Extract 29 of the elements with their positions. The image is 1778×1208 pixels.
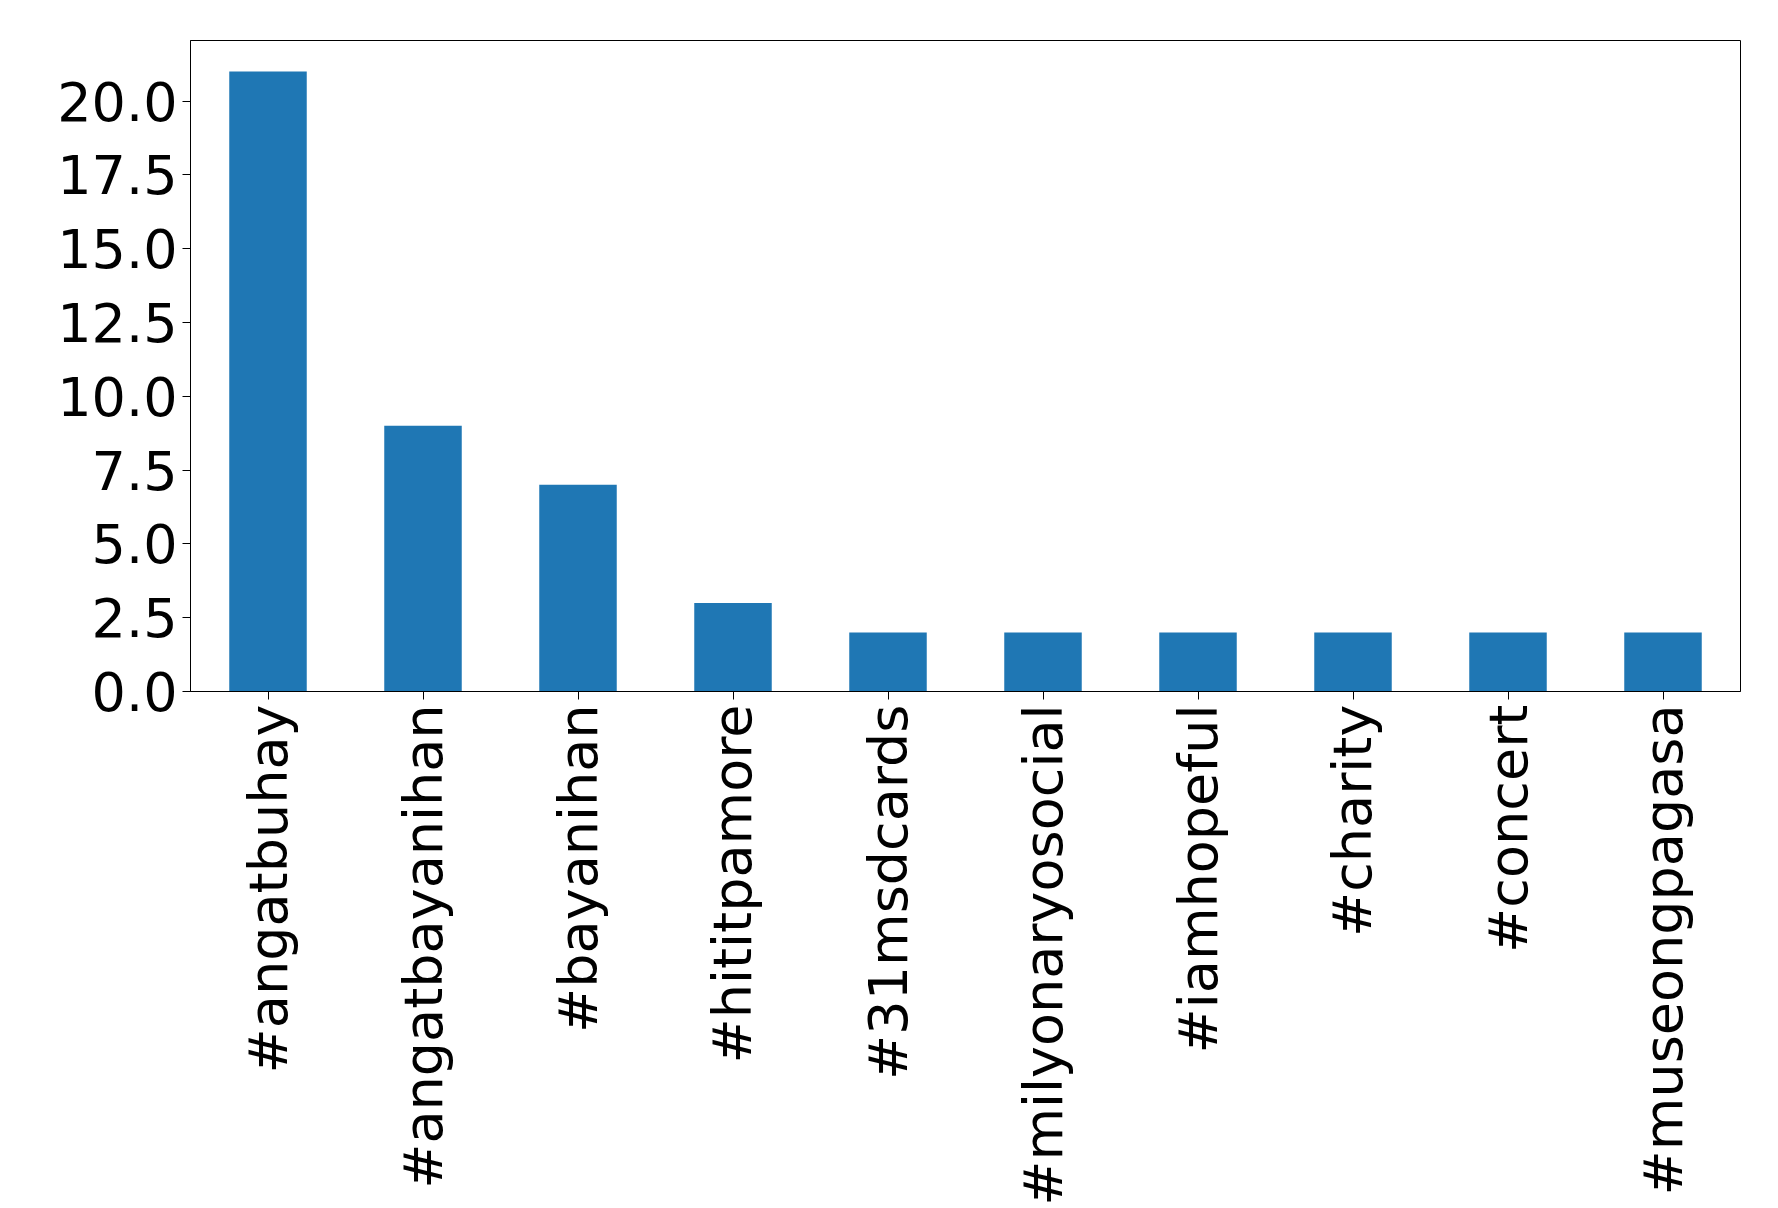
y-tick-label: 10.0 (57, 365, 178, 429)
y-tick-label: 12.5 (57, 291, 178, 355)
x-tick-label: #angatbuhay (236, 704, 300, 1074)
bar (849, 632, 927, 692)
x-tick-label: #angatbayanihan (391, 704, 455, 1189)
x-tick-label: #hititpamore (701, 704, 765, 1064)
bar (384, 425, 462, 692)
bar (694, 602, 772, 692)
x-tick-label: #museongpagasa (1631, 704, 1695, 1196)
y-tick-label: 0.0 (91, 661, 178, 724)
y-tick-label: 20.0 (57, 70, 178, 134)
y-tick-label: 7.5 (91, 439, 178, 503)
bar (1159, 632, 1237, 692)
bar (539, 484, 617, 692)
y-tick-label: 17.5 (57, 144, 178, 208)
y-tick-label: 15.0 (57, 218, 178, 282)
bar (1624, 632, 1702, 692)
bar (1314, 632, 1392, 692)
bar (229, 71, 307, 692)
x-tick-label: #charity (1321, 704, 1385, 938)
x-tick-label: #concert (1476, 704, 1540, 953)
y-tick-label: 5.0 (91, 513, 178, 577)
bar (1469, 632, 1547, 692)
x-tick-label: #iamhopeful (1166, 704, 1230, 1054)
x-tick-label: #31msdcards (856, 704, 920, 1080)
x-tick-label: #bayanihan (546, 704, 610, 1033)
y-tick-label: 2.5 (91, 587, 178, 651)
x-tick-label: #milyonaryosocial (1011, 704, 1075, 1206)
bar (1004, 632, 1082, 692)
